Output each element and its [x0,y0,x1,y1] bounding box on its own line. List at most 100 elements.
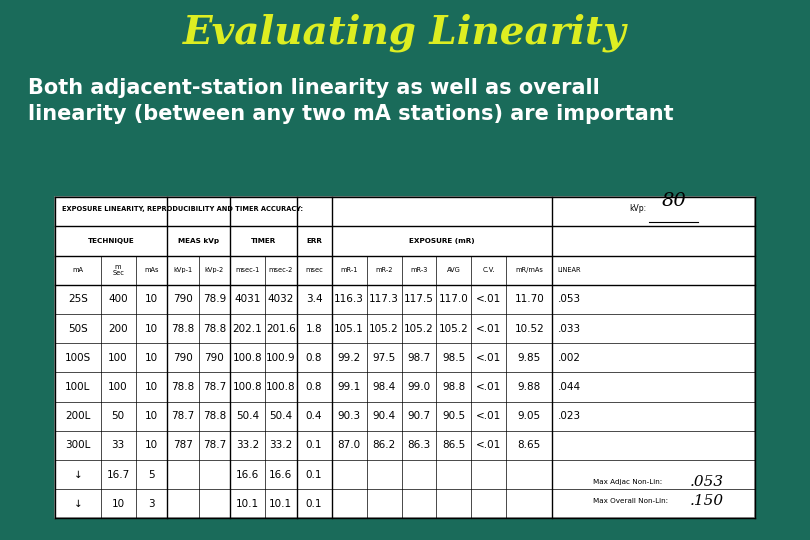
Text: 100.8: 100.8 [266,382,296,392]
Text: .044: .044 [558,382,581,392]
Text: 87.0: 87.0 [338,441,360,450]
Text: 100S: 100S [65,353,91,363]
Text: mR-3: mR-3 [411,267,428,273]
Text: 98.7: 98.7 [407,353,431,363]
Text: 100.8: 100.8 [232,353,262,363]
Text: 78.7: 78.7 [202,382,226,392]
Text: 300L: 300L [65,441,91,450]
Text: 98.4: 98.4 [373,382,395,392]
Text: 78.8: 78.8 [202,323,226,334]
Text: 105.2: 105.2 [404,323,434,334]
Text: Both adjacent-station linearity as well as overall
linearity (between any two mA: Both adjacent-station linearity as well … [28,78,674,124]
Text: msec: msec [305,267,323,273]
Text: .033: .033 [558,323,581,334]
Text: 99.0: 99.0 [407,382,431,392]
Text: ↓: ↓ [74,499,82,509]
Text: <.01: <.01 [476,441,501,450]
Text: 10: 10 [145,323,158,334]
Text: 78.8: 78.8 [202,411,226,421]
Text: 9.85: 9.85 [518,353,541,363]
Text: kVp-2: kVp-2 [205,267,224,273]
Text: 8.65: 8.65 [518,441,541,450]
Text: .023: .023 [558,411,581,421]
Text: EXPOSURE (mR): EXPOSURE (mR) [409,238,475,244]
Text: 50: 50 [112,411,125,421]
Text: 50.4: 50.4 [236,411,259,421]
Text: 0.4: 0.4 [305,411,322,421]
Text: 10: 10 [145,382,158,392]
Text: 200: 200 [109,323,128,334]
Text: 78.8: 78.8 [171,382,194,392]
Text: 86.5: 86.5 [442,441,466,450]
Text: <.01: <.01 [476,353,501,363]
Text: ERR: ERR [306,238,322,244]
Text: 1.8: 1.8 [305,323,322,334]
Text: 10: 10 [145,411,158,421]
Text: .150: .150 [690,494,724,508]
Text: m
Sec: m Sec [112,264,124,276]
Text: 98.5: 98.5 [442,353,466,363]
Text: 10.52: 10.52 [514,323,544,334]
Text: Max Adjac Non-Lin:: Max Adjac Non-Lin: [593,478,662,485]
Text: 86.2: 86.2 [373,441,395,450]
Text: 90.3: 90.3 [338,411,360,421]
Text: TECHNIQUE: TECHNIQUE [87,238,134,244]
Text: 100.8: 100.8 [232,382,262,392]
Text: msec-2: msec-2 [269,267,293,273]
Text: 790: 790 [204,353,224,363]
Text: 10: 10 [145,294,158,305]
Text: <.01: <.01 [476,411,501,421]
Text: 16.6: 16.6 [236,470,259,480]
Text: AVG: AVG [447,267,461,273]
Text: 3: 3 [148,499,155,509]
Text: 99.2: 99.2 [338,353,360,363]
Text: 10.1: 10.1 [236,499,259,509]
Text: 105.2: 105.2 [369,323,399,334]
Text: 78.8: 78.8 [171,323,194,334]
Text: 0.1: 0.1 [305,441,322,450]
Text: mAs: mAs [144,267,159,273]
Text: 16.6: 16.6 [269,470,292,480]
Text: 105.1: 105.1 [335,323,364,334]
Text: 400: 400 [109,294,128,305]
Text: <.01: <.01 [476,294,501,305]
Text: 80: 80 [661,192,686,211]
Text: ↓: ↓ [74,470,82,480]
Text: 0.8: 0.8 [305,353,322,363]
Text: C.V.: C.V. [483,267,495,273]
Text: 201.6: 201.6 [266,323,296,334]
Text: 790: 790 [173,294,193,305]
Text: 99.1: 99.1 [338,382,360,392]
Text: mA: mA [72,267,83,273]
Text: <.01: <.01 [476,382,501,392]
Text: 10.1: 10.1 [269,499,292,509]
Text: 202.1: 202.1 [232,323,262,334]
Text: 4032: 4032 [267,294,294,305]
Text: 0.1: 0.1 [305,499,322,509]
Text: 787: 787 [173,441,193,450]
Text: 98.8: 98.8 [442,382,466,392]
Text: 117.0: 117.0 [439,294,469,305]
Text: kVp-1: kVp-1 [173,267,192,273]
Text: .002: .002 [558,353,581,363]
Text: 90.7: 90.7 [407,411,431,421]
Text: <.01: <.01 [476,323,501,334]
Text: mR-2: mR-2 [375,267,393,273]
Text: TIMER: TIMER [250,238,276,244]
Text: 105.2: 105.2 [439,323,469,334]
Text: 117.3: 117.3 [369,294,399,305]
Text: 33.2: 33.2 [269,441,292,450]
Text: 100.9: 100.9 [266,353,296,363]
Text: EXPOSURE LINEARITY, REPRODUCIBILITY AND TIMER ACCURACY:: EXPOSURE LINEARITY, REPRODUCIBILITY AND … [62,206,303,212]
Text: Max Overall Non-Lin:: Max Overall Non-Lin: [593,498,668,504]
Text: 50S: 50S [68,323,87,334]
Text: 10: 10 [145,353,158,363]
Text: LINEAR: LINEAR [557,267,582,273]
Text: 100: 100 [109,353,128,363]
Text: 25S: 25S [68,294,87,305]
Text: kVp:: kVp: [629,204,646,213]
Text: 100L: 100L [65,382,91,392]
Bar [55,197,755,518]
Text: 78.7: 78.7 [171,411,194,421]
Text: 100: 100 [109,382,128,392]
